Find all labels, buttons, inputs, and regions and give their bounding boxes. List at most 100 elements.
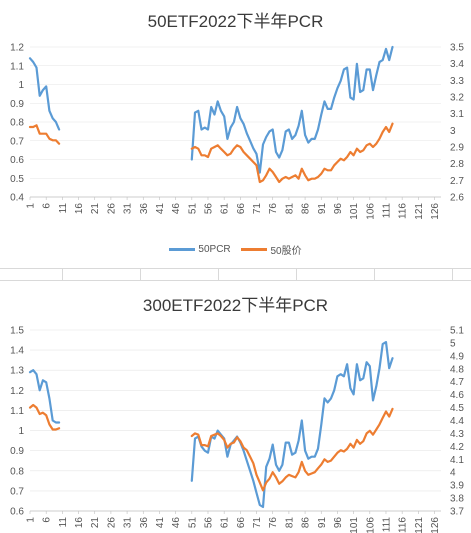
x-tick-label: 86	[301, 517, 312, 529]
x-tick-label: 111	[381, 517, 392, 533]
chart-title-300etf: 300ETF2022下半年PCR	[142, 296, 329, 315]
x-tick-label: 11	[58, 203, 69, 214]
x-tick-label: 51	[187, 203, 198, 215]
x-tick-label: 56	[203, 517, 214, 529]
y-right-tick-label: 3	[450, 126, 456, 137]
x-tick-label: 76	[268, 517, 279, 529]
x-tick-label: 51	[187, 517, 198, 529]
series-line-300PCR-seg0	[28, 369, 61, 424]
y-left-tick-label: 0.9	[10, 99, 24, 110]
y-left-tick-label: 0.6	[10, 155, 24, 166]
x-tick-label: 36	[139, 517, 150, 529]
y-right-tick-label: 4.1	[450, 455, 464, 466]
x-tick-label: 41	[155, 517, 166, 529]
x-tick-label: 61	[220, 203, 231, 215]
chart-panel-300etf: 300ETF2022下半年PCR 1.5 1.4 1.3 1.2 1.1 1 0.9 0.8 0…	[0, 281, 471, 533]
y-right-tick-label: 3.3	[450, 76, 464, 87]
series-line-50股价-seg0	[28, 124, 61, 145]
x-tick-label: 61	[220, 517, 231, 529]
y-right-tick-label: 2.8	[450, 159, 464, 170]
series-line-300股价-seg0	[28, 403, 61, 431]
x-tick-label: 66	[236, 517, 247, 529]
y-right-tick-label: 4.6	[450, 390, 464, 401]
y-right-tick-label: 4.3	[450, 429, 464, 440]
x-tick-label: 26	[106, 517, 117, 529]
x-tick-label: 26	[106, 203, 117, 215]
x-tick-label: 81	[284, 203, 295, 215]
y-right-tick-label: 3.9	[450, 481, 464, 492]
x-tick-label: 106	[365, 517, 376, 533]
x-tick-label: 126	[430, 517, 441, 533]
y-right-tick-label: 3.1	[450, 109, 464, 120]
x-tick-label: 91	[317, 203, 328, 215]
x-tick-label: 66	[236, 203, 247, 215]
legend-50etf: 50PCR 50股价	[0, 242, 471, 257]
x-tick-label: 76	[268, 203, 279, 215]
x-tick-label: 96	[333, 203, 344, 215]
chart-panel-50etf: 50ETF2022下半年PCR 1.2 1.1 1 0.9 0.8 0.7 0.6 0.5 0.…	[0, 12, 471, 257]
y-right-tick-label: 5	[450, 338, 456, 349]
series-line-300股价-seg1	[190, 407, 394, 492]
x-tick-label: 41	[155, 203, 166, 215]
y-right-tick-label: 3.2	[450, 93, 464, 104]
x-tick-label: 11	[58, 517, 69, 528]
x-tick-label: 71	[252, 517, 263, 529]
x-tick-label: 71	[252, 203, 263, 215]
x-tick-label: 31	[123, 203, 134, 215]
x-tick-label: 116	[398, 517, 409, 533]
y-left-tick-label: 1	[18, 80, 24, 91]
y-right-tick-label: 5.1	[450, 326, 464, 337]
y-right-tick-label: 4	[450, 468, 456, 479]
chart-50etf: 1.2 1.1 1 0.9 0.8 0.7 0.6 0.5 0.4 3.5 3.4 3.3 3.2 3.1…	[10, 43, 464, 220]
x-tick-label: 16	[74, 203, 85, 215]
x-tick-label: 96	[333, 517, 344, 529]
x-tick-label: 36	[139, 203, 150, 215]
chart-300etf: 1.5 1.4 1.3 1.2 1.1 1 0.9 0.8 0.7 0.6 5.15 4.9 4.8 4.…	[10, 326, 464, 533]
legend-item-50price: 50股价	[241, 242, 302, 257]
y-right-tick-label: 2.9	[450, 143, 464, 154]
y-left-tick-label: 0.5	[10, 174, 24, 185]
y-left-tick-label: 1.3	[10, 366, 24, 377]
x-tick-label: 126	[430, 203, 441, 220]
x-tick-label: 6	[42, 203, 53, 209]
y-left-tick-label: 1.4	[10, 346, 24, 357]
y-right-tick-label: 3.8	[450, 494, 464, 505]
legend-label-50price: 50股价	[270, 246, 302, 257]
x-tick-label: 86	[301, 203, 312, 215]
x-tick-label: 1	[26, 517, 37, 523]
x-tick-label: 121	[414, 517, 425, 533]
series-line-50PCR-seg0	[28, 57, 61, 131]
x-tick-label: 106	[365, 203, 376, 220]
x-tick-label: 81	[284, 517, 295, 529]
chart-title-50etf: 50ETF2022下半年PCR	[147, 12, 324, 31]
x-tick-label: 21	[90, 517, 101, 529]
y-left-tick-label: 1.2	[10, 43, 24, 54]
series-line-50股价-seg1	[190, 122, 394, 184]
x-tick-label: 21	[90, 203, 101, 215]
y-right-tick-label: 4.8	[450, 364, 464, 375]
legend-label-50pcr: 50PCR	[198, 244, 231, 255]
x-tick-label: 16	[74, 517, 85, 529]
y-right-tick-label: 4.5	[450, 403, 464, 414]
x-tick-label: 101	[349, 203, 360, 220]
y-right-tick-label: 2.7	[450, 176, 464, 187]
y-right-tick-label: 2.6	[450, 193, 464, 204]
x-tick-label: 6	[42, 517, 53, 523]
y-right-tick-label: 3.4	[450, 59, 464, 70]
y-left-tick-label: 1.5	[10, 326, 24, 337]
legend-swatch-50pcr	[169, 248, 196, 251]
x-tick-label: 46	[171, 517, 182, 529]
y-left-tick-label: 1.1	[10, 61, 24, 72]
x-tick-label: 116	[398, 203, 409, 219]
y-left-tick-label: 0.8	[10, 118, 24, 129]
series-line-300PCR-seg1	[190, 341, 394, 509]
y-left-tick-label: 0.4	[10, 193, 24, 204]
y-left-tick-label: 1	[18, 426, 24, 437]
x-tick-label: 1	[26, 203, 37, 209]
y-left-tick-label: 0.7	[10, 136, 24, 147]
legend-item-50pcr: 50PCR	[169, 244, 231, 255]
x-tick-label: 111	[381, 203, 392, 219]
x-tick-label: 56	[203, 203, 214, 215]
y-left-tick-label: 0.6	[10, 507, 24, 518]
y-left-tick-label: 1.2	[10, 386, 24, 397]
